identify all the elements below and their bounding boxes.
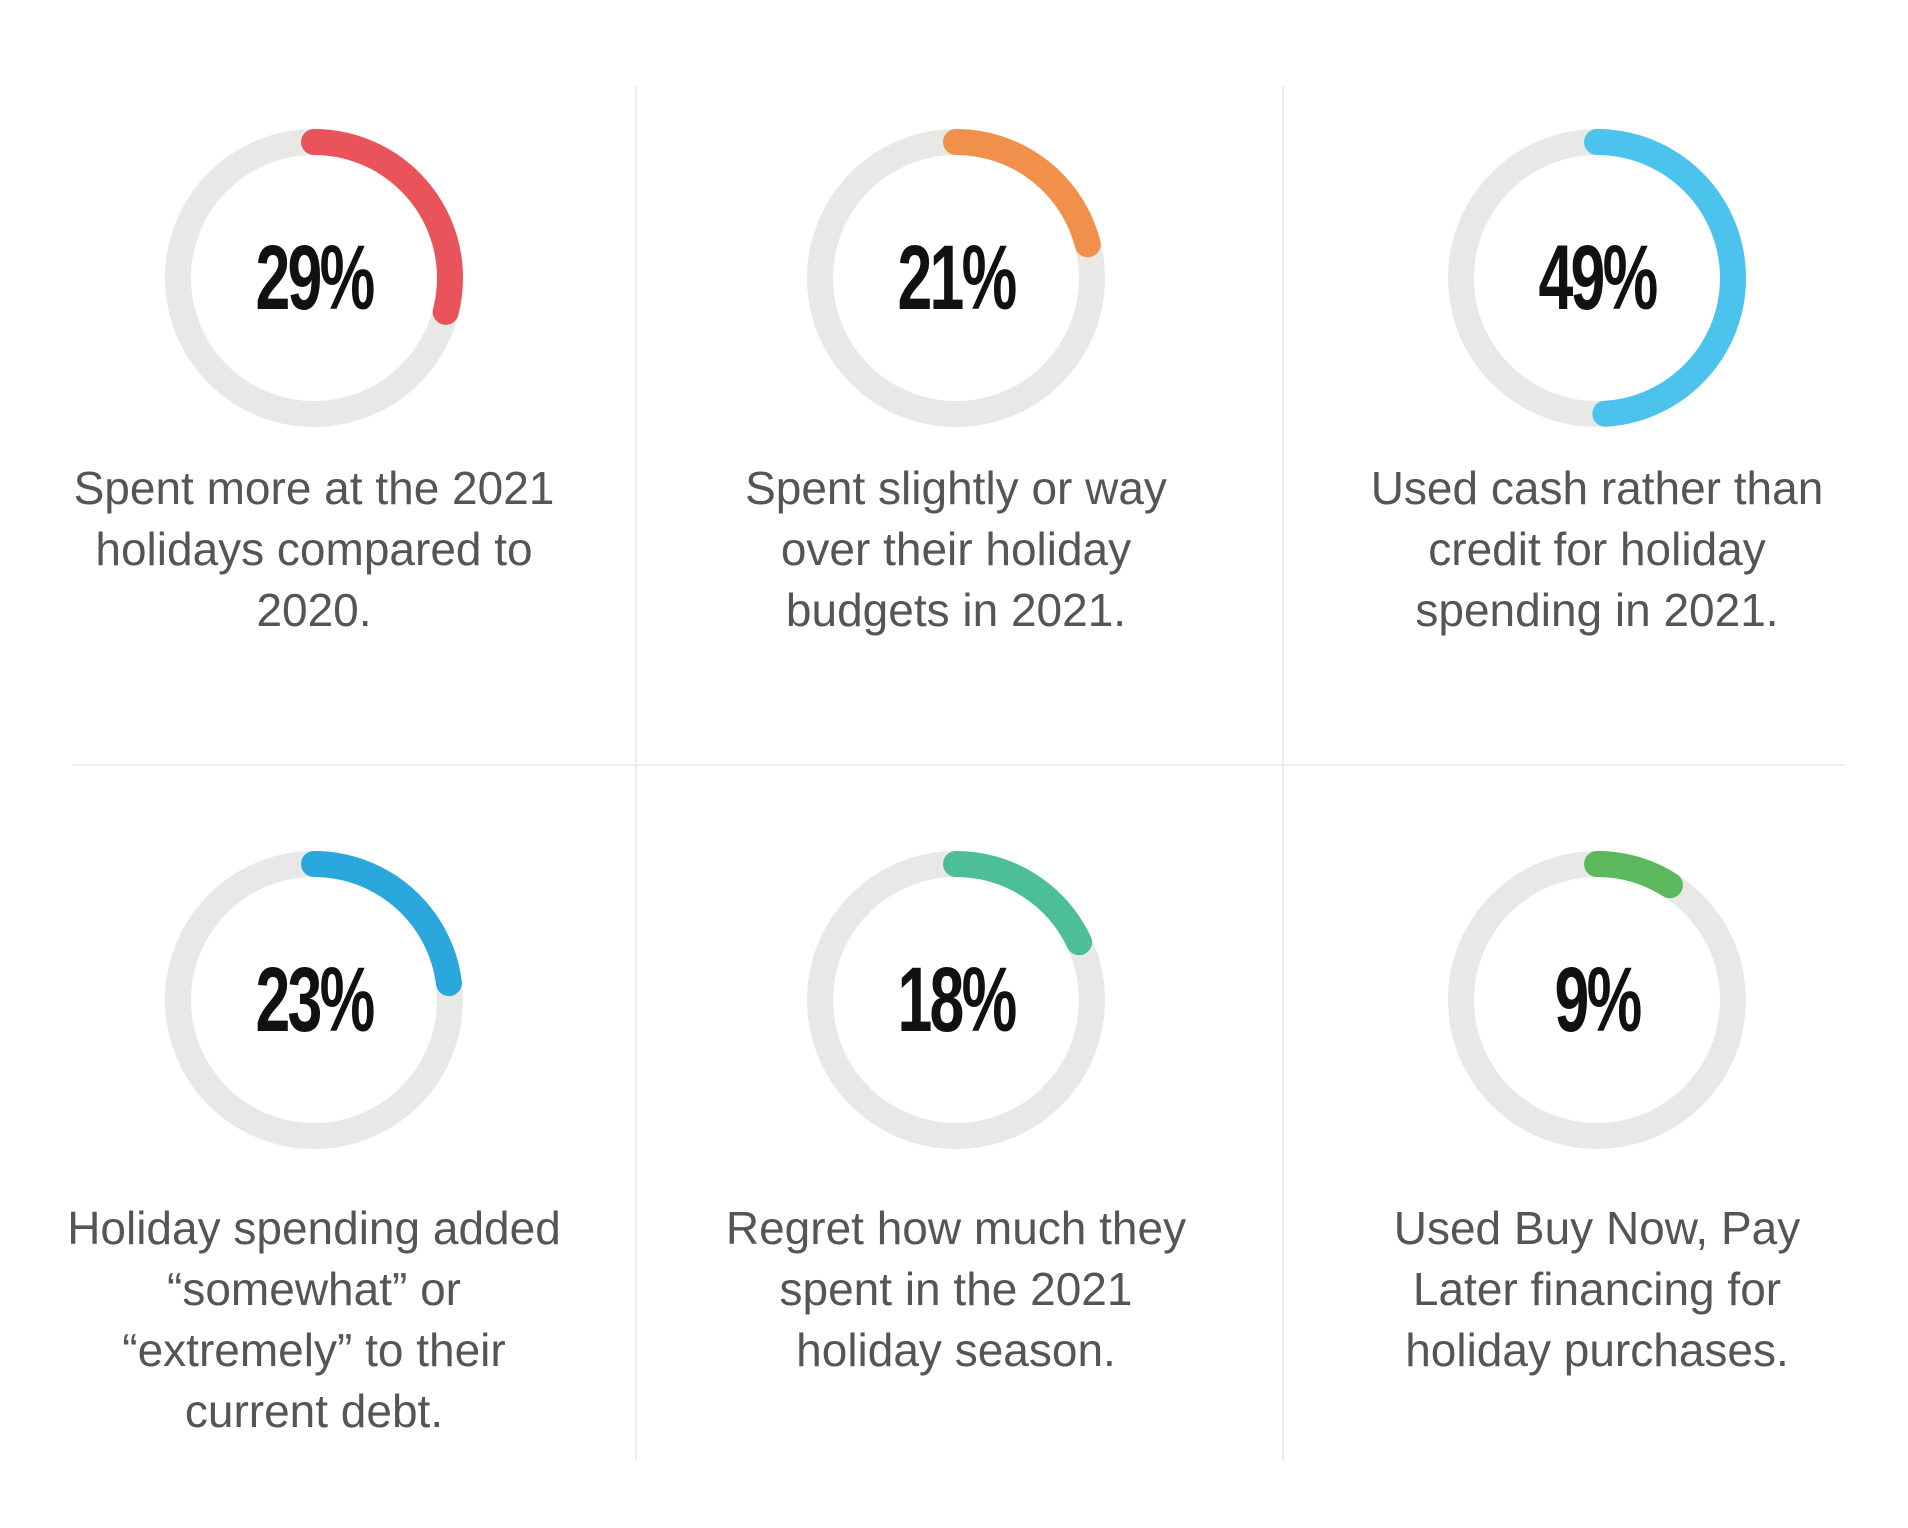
donut-ring: [165, 851, 463, 1149]
donut-ring: [1448, 851, 1746, 1149]
donut-ring: [807, 129, 1105, 427]
donut-arc: [807, 851, 1105, 1149]
percent-label: 18%: [897, 949, 1017, 1051]
column-divider: [1282, 86, 1284, 1461]
row-divider: [72, 764, 1844, 766]
stat-description: Spent slightly or way over their holiday…: [745, 462, 1167, 636]
donut-ring: [165, 129, 463, 427]
percent-label: 29%: [255, 227, 375, 329]
donut-arc: [1448, 851, 1746, 1149]
percent-label: 9%: [1554, 949, 1643, 1051]
stat-description: Holiday spending added “somewhat” or “ex…: [67, 1202, 561, 1437]
stat-description: Used cash rather than credit for holiday…: [1370, 462, 1824, 636]
percent-label: 23%: [255, 949, 375, 1051]
percent-label: 21%: [897, 227, 1017, 329]
donut-arc: [165, 129, 463, 427]
donut-arc: [807, 129, 1105, 427]
stat-description: Used Buy Now, Pay Later financing for ho…: [1393, 1202, 1801, 1376]
stat-description: Regret how much they spent in the 2021 h…: [725, 1202, 1187, 1376]
donut-ring: [1448, 129, 1746, 427]
stat-description: Spent more at the 2021 holidays compared…: [73, 462, 555, 636]
percent-label: 49%: [1538, 227, 1658, 329]
donut-ring: [807, 851, 1105, 1149]
column-divider: [635, 86, 637, 1461]
donut-arc: [1448, 129, 1746, 427]
donut-arc: [165, 851, 463, 1149]
